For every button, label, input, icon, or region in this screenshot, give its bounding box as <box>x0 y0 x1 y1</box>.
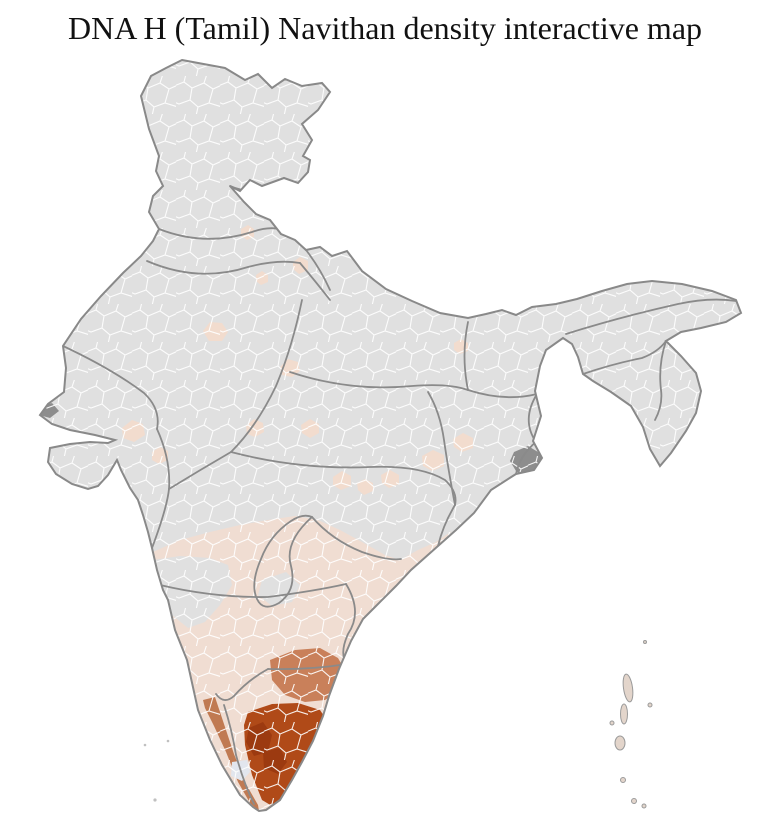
state-borders <box>62 177 737 805</box>
india-landmass[interactable] <box>40 60 741 811</box>
page-title: DNA H (Tamil) Navithan density interacti… <box>67 10 703 46</box>
andaman-nicobar-islands[interactable] <box>609 640 653 809</box>
lakshadweep-islands[interactable] <box>143 739 170 802</box>
